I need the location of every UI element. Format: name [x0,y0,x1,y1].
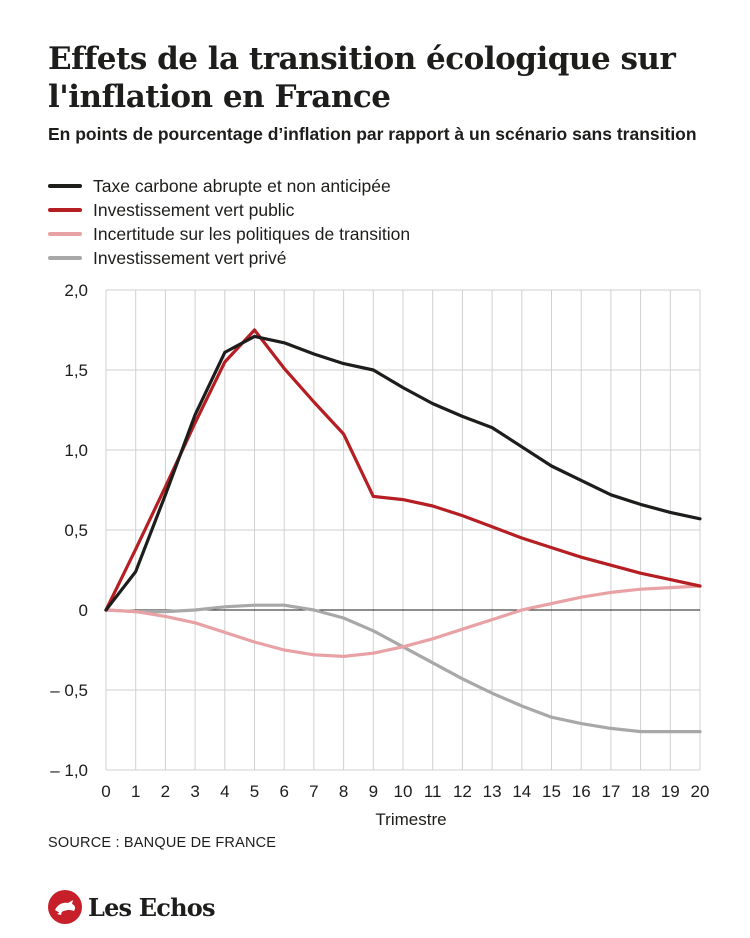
legend-swatch-grey [48,256,82,260]
y-tick-label: 0 [79,601,88,620]
x-axis-ticks: 0 1 2 3 4 5 6 7 8 9 10 11 12 13 14 15 16 17 18 19 20 [101,782,709,801]
x-tick-label: 1 [131,782,140,801]
legend-item-investissement-prive: Investissement vert privé [48,246,410,270]
series-line-investissement-public [104,328,702,612]
y-tick-label: 1,0 [64,441,88,460]
y-tick-label: – 0,5 [50,681,88,700]
x-tick-label: 14 [512,782,531,801]
legend-swatch-red [48,208,82,212]
legend-label: Investissement vert privé [93,247,287,268]
legend-label: Investissement vert public [93,199,295,220]
brand-logo: Les Echos [48,890,215,924]
les-echos-emblem-icon [48,890,82,924]
x-tick-label: 15 [542,782,561,801]
x-tick-label: 13 [483,782,502,801]
legend-item-investissement-public: Investissement vert public [48,198,410,222]
legend-item-incertitude: Incertitude sur les politiques de transi… [48,222,410,246]
x-tick-label: 9 [369,782,378,801]
source-note: SOURCE : BANQUE DE FRANCE [48,835,277,851]
x-tick-label: 10 [394,782,413,801]
x-tick-label: 8 [339,782,348,801]
x-tick-label: 2 [161,782,170,801]
x-tick-label: 5 [250,782,259,801]
x-tick-label: 20 [691,782,710,801]
x-tick-label: 11 [424,782,442,801]
y-tick-label: 1,5 [64,361,88,380]
y-axis-ticks: 2,0 1,5 1,0 0,5 0 – 0,5 – 1,0 [50,281,88,780]
chart-subtitle: En points de pourcentage d’inflation par… [48,124,697,144]
x-tick-label: 18 [631,782,650,801]
x-tick-label: 3 [190,782,199,801]
y-tick-label: 2,0 [64,281,88,300]
legend-swatch-pink [48,232,82,236]
x-tick-label: 7 [309,782,318,801]
x-tick-label: 6 [279,782,288,801]
legend-swatch-black [48,184,82,188]
chart-series [104,328,702,734]
x-tick-label: 19 [661,782,680,801]
chart-legend: Taxe carbone abrupte et non anticipée In… [48,174,410,270]
x-tick-label: 17 [601,782,620,801]
x-tick-label: 4 [220,782,229,801]
x-tick-label: 0 [101,782,110,801]
legend-item-taxe-carbone: Taxe carbone abrupte et non anticipée [48,174,410,198]
y-tick-label: 0,5 [64,521,88,540]
y-tick-label: – 1,0 [50,761,88,780]
chart-grid [105,289,701,771]
legend-label: Incertitude sur les politiques de transi… [93,223,411,244]
series-line-taxe-carbone [104,334,702,612]
x-tick-label: 12 [453,782,472,801]
legend-label: Taxe carbone abrupte et non anticipée [93,175,391,196]
series-line-incertitude [104,584,702,659]
x-tick-label: 16 [572,782,591,801]
brand-name: Les Echos [88,892,215,922]
x-axis-title: Trimestre [375,810,446,829]
chart-title: Effets de la transition écologique sur l… [48,41,676,115]
